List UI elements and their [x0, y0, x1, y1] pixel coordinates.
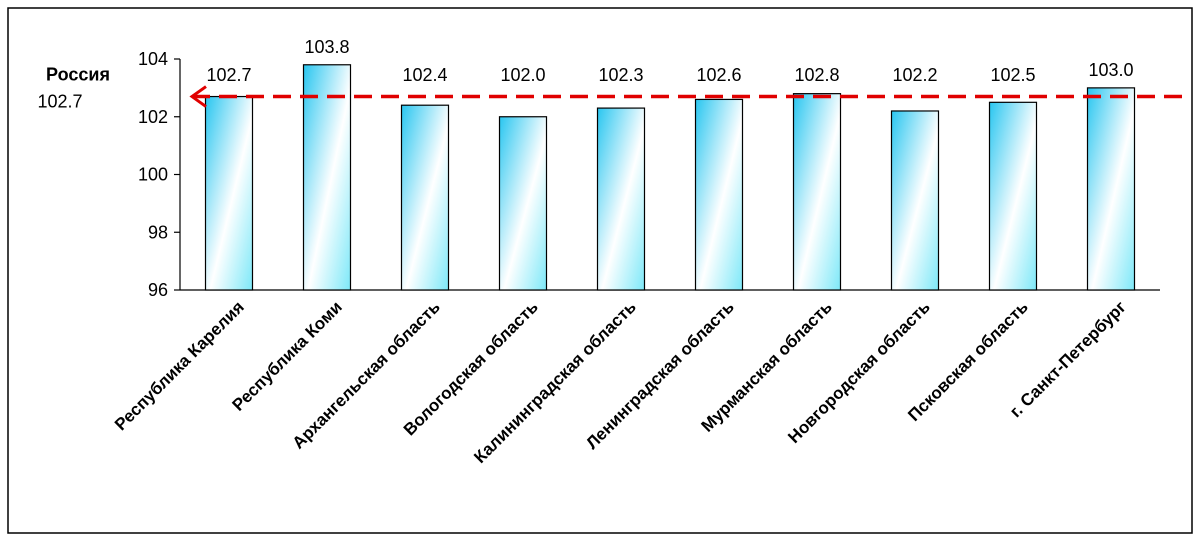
bar	[596, 107, 646, 291]
bar	[988, 101, 1038, 291]
data-label: 102.2	[892, 65, 937, 85]
data-label: 103.8	[304, 37, 349, 57]
reference-value: 102.7	[37, 92, 82, 112]
bar	[400, 104, 450, 291]
bar	[204, 95, 254, 291]
y-tick-label: 104	[138, 49, 168, 69]
data-label: 103.0	[1088, 60, 1133, 80]
data-label: 102.0	[500, 65, 545, 85]
bar	[792, 93, 842, 291]
y-tick-label: 98	[148, 222, 168, 242]
bar	[498, 116, 548, 291]
bar	[694, 98, 744, 291]
bar	[302, 64, 352, 291]
y-tick-label: 96	[148, 280, 168, 300]
data-label: 102.7	[206, 65, 251, 85]
data-label: 102.4	[402, 65, 447, 85]
reference-arrow-icon	[189, 85, 207, 108]
y-tick-label: 102	[138, 107, 168, 127]
bars	[204, 64, 1136, 291]
bar	[890, 110, 940, 291]
bar	[1086, 87, 1136, 291]
data-label: 102.3	[598, 65, 643, 85]
data-label: 102.6	[696, 65, 741, 85]
data-label: 102.5	[990, 65, 1035, 85]
reference-label: Россия	[46, 65, 110, 85]
data-labels: 102.7 103.8 102.4 102.0 102.3 102.6 102.8 102.2…	[206, 37, 1133, 85]
y-tick-label: 100	[138, 165, 168, 185]
data-label: 102.8	[794, 65, 839, 85]
